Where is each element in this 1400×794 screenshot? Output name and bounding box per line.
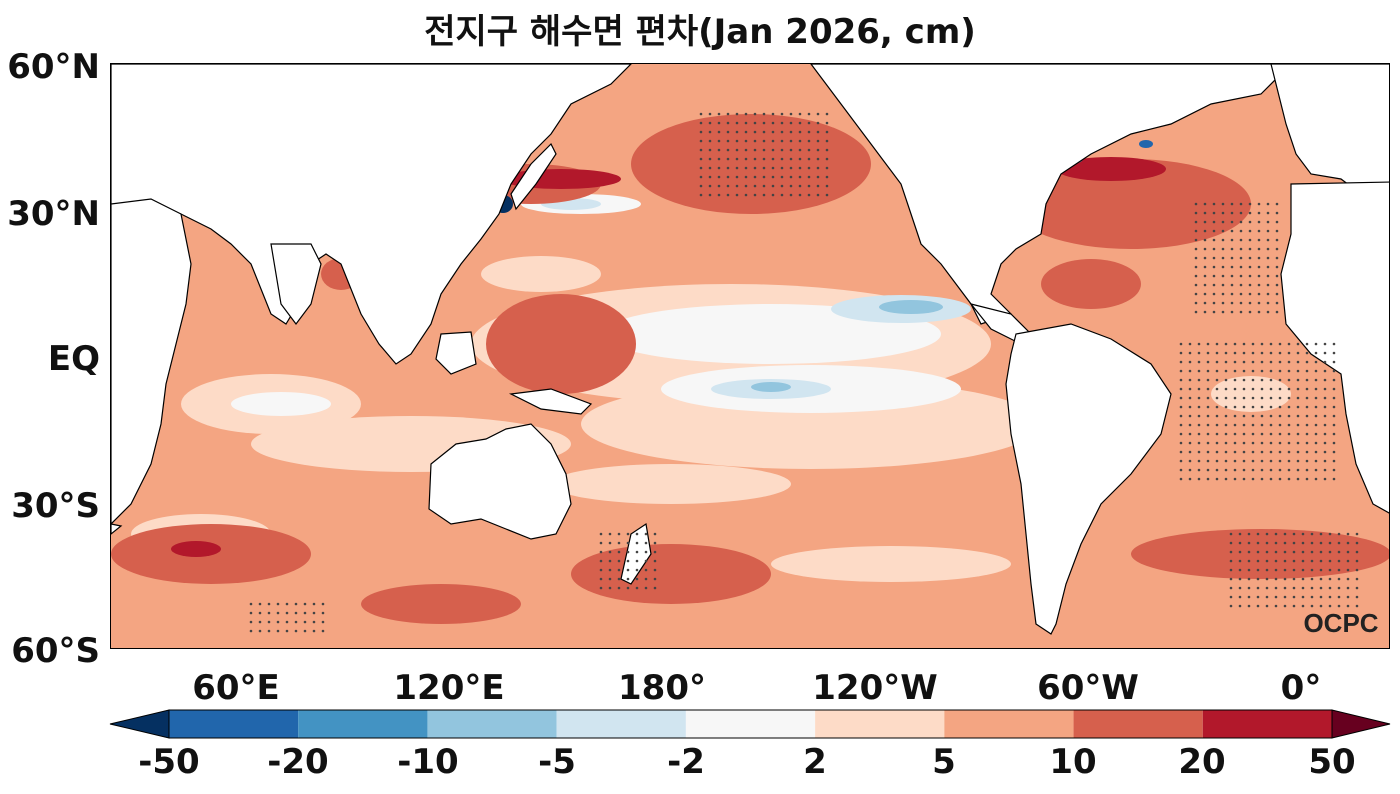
sea-level-anomaly-map: OCPC [110, 63, 1390, 649]
lon-label-60e: 60°E [192, 668, 280, 708]
colorbar-cell [1073, 710, 1203, 738]
land-north-america [810, 64, 1292, 325]
colorbar-cell [1202, 710, 1332, 738]
land-south-america [1005, 323, 1172, 635]
land-africa-west [1280, 181, 1389, 514]
lon-label-60w: 60°W [1037, 668, 1139, 708]
colorbar-label-10: 10 [1049, 742, 1097, 782]
colorbar-label-neg20: -20 [267, 742, 329, 782]
land-south-tip-africa [111, 523, 123, 535]
land-new-guinea [508, 388, 593, 415]
ocpc-watermark: OCPC [1303, 608, 1378, 638]
colorbar-extend-low [109, 709, 170, 739]
colorbar-label-neg50: -50 [138, 742, 200, 782]
colorbar-label-5: 5 [932, 742, 956, 782]
colorbar-label-neg2: -2 [667, 742, 705, 782]
colorbar-cell [685, 710, 816, 738]
lon-label-120e: 120°E [393, 668, 505, 708]
land-japan [510, 142, 557, 211]
land-africa [111, 198, 192, 525]
significance-stippling [249, 112, 1359, 633]
anomaly-20-50-regions [171, 157, 1166, 557]
lon-label-0: 0° [1280, 668, 1322, 708]
colorbar-cell [169, 710, 299, 738]
colorbar-label-2: 2 [803, 742, 827, 782]
land-masses [111, 64, 1389, 635]
land-borneo [435, 331, 477, 375]
land-asia [111, 64, 632, 365]
lat-label-30s: 30°S [11, 486, 100, 526]
colorbar-label-20: 20 [1178, 742, 1226, 782]
colorbar-cell [944, 710, 1074, 738]
lat-label-30n: 30°N [7, 194, 100, 234]
colorbar [109, 709, 1391, 739]
colorbar-cell [298, 710, 428, 738]
land-europe [1270, 64, 1389, 195]
colorbar-label-neg5: -5 [538, 742, 576, 782]
lon-label-120w: 120°W [812, 668, 938, 708]
colorbar-label-neg10: -10 [397, 742, 459, 782]
colorbar-extend-high [1331, 709, 1391, 739]
map-svg: OCPC [111, 64, 1389, 648]
land-australia [428, 423, 572, 540]
colorbar-cell [427, 710, 557, 738]
lon-label-180: 180° [618, 668, 706, 708]
lat-label-60s: 60°S [11, 631, 100, 671]
lat-label-60n: 60°N [7, 47, 100, 87]
land-india [270, 243, 322, 325]
lat-label-eq: EQ [47, 339, 100, 379]
anomaly-neg-5-10-regions [751, 300, 943, 392]
map-title: 전지구 해수면 편차(Jan 2026, cm) [424, 12, 976, 52]
colorbar-cell [556, 710, 686, 738]
colorbar-label-50: 50 [1308, 742, 1356, 782]
colorbar-border [168, 709, 1333, 739]
colorbar-cell [815, 710, 945, 738]
